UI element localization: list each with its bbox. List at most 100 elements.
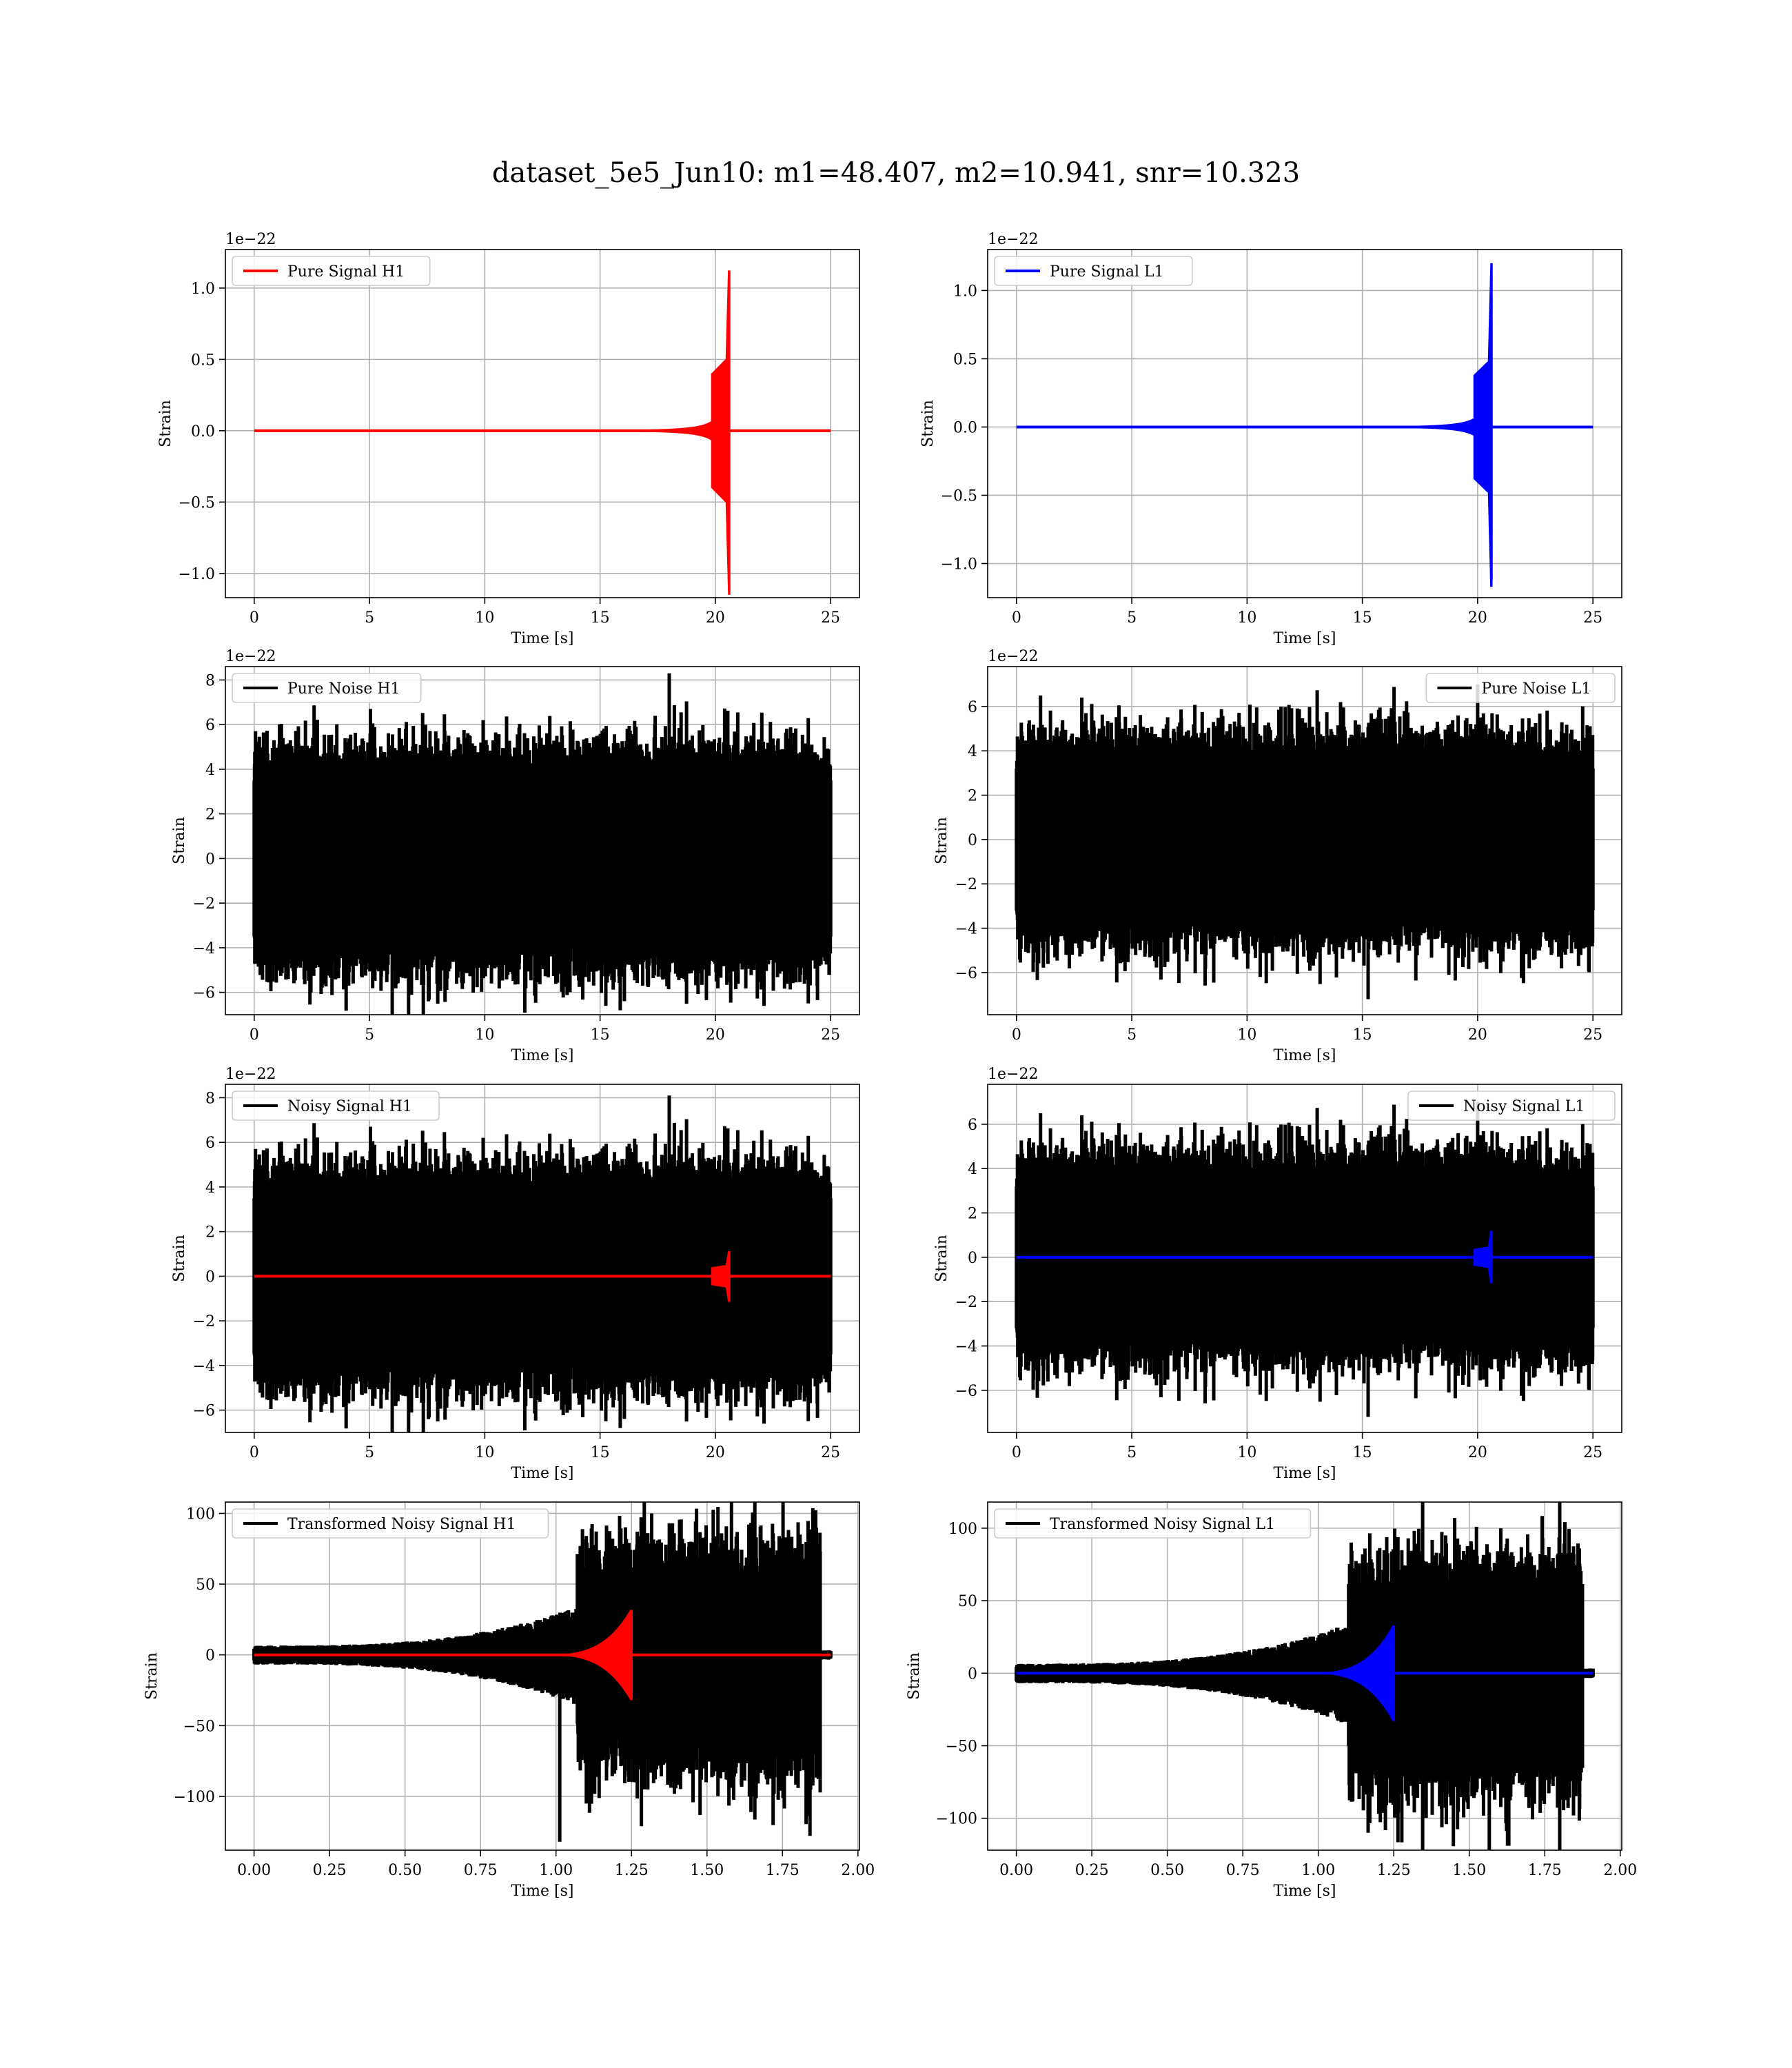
x-tick-label: 1.25: [615, 1862, 649, 1879]
y-ticks: −100 −50 0 50 100: [174, 1506, 225, 1806]
y-tick-label: 1.0: [191, 281, 215, 298]
legend-label: Noisy Signal H1: [287, 1098, 412, 1115]
x-tick-label: 5: [1127, 609, 1137, 627]
y-tick-label: 1.0: [953, 283, 977, 300]
y-tick-label: 0: [205, 1648, 215, 1665]
data-layer: [252, 1095, 833, 1432]
x-tick-label: 15: [591, 1026, 610, 1044]
y-tick-label: 0: [205, 851, 215, 868]
y-ticks: −6 −4 −2 0 2 4 6: [955, 1117, 988, 1400]
x-tick-label: 10: [475, 609, 494, 627]
y-tick-label: −50: [946, 1738, 977, 1756]
y-tick-label: 2: [205, 1224, 215, 1241]
subplot-2: 0 5 10 15 20 25 −1.0 −0.5 0.0 0.5 1.0 Time [s] Strai…: [919, 231, 1622, 647]
y-tick-label: 0.5: [953, 351, 977, 368]
subplot-6: 0 5 10 15 20 25 −6 −4 −2 0 2 4 6 Time [s] Strain 1e−22 N…: [933, 1066, 1622, 1482]
legend-label: Pure Noise L1: [1481, 680, 1591, 698]
x-axis-label: Time [s]: [511, 1047, 573, 1064]
y-tick-label: 4: [968, 743, 977, 760]
y-axis-label: Strain: [933, 817, 950, 864]
x-tick-label: 0: [250, 609, 259, 627]
y-tick-label: −4: [193, 1358, 215, 1375]
y-tick-label: 50: [196, 1577, 215, 1594]
x-tick-label: 15: [591, 1444, 610, 1461]
x-tick-label: 5: [1127, 1026, 1137, 1044]
y-tick-label: −100: [174, 1789, 215, 1806]
x-tick-label: 20: [706, 1444, 725, 1461]
y-tick-label: −100: [936, 1811, 977, 1828]
y-tick-label: −2: [193, 895, 215, 913]
legend-box: [232, 1508, 549, 1539]
y-ticks: −6 −4 −2 0 2 4 6 8: [193, 672, 225, 1002]
y-tick-label: 0.5: [191, 352, 215, 369]
legend: Pure Signal L1: [994, 256, 1193, 286]
signal-trace: [587, 270, 731, 595]
signal-trace: [1303, 1625, 1395, 1721]
offset-text: 1e−22: [225, 648, 276, 665]
legend-box: [994, 256, 1193, 286]
subplot-1: 0 5 10 15 20 25 −1.0 −0.5 0.0 0.5 1.0 Time [s] Strai…: [157, 231, 860, 647]
y-ticks: −6 −4 −2 0 2 4 6 8: [193, 1090, 225, 1420]
offset-text: 1e−22: [988, 648, 1038, 665]
y-tick-label: 2: [205, 807, 215, 824]
x-axis-label: Time [s]: [511, 1465, 573, 1482]
signal-trace: [1350, 1230, 1493, 1284]
x-tick-label: 10: [1237, 1026, 1256, 1044]
y-tick-label: −2: [955, 876, 977, 893]
legend: Noisy Signal L1: [1407, 1091, 1616, 1121]
x-axis-label: Time [s]: [511, 1883, 573, 1900]
x-tick-label: 2.00: [1603, 1862, 1637, 1879]
subplot-4: 0 5 10 15 20 25 −6 −4 −2 0 2 4 6 Time [s] Strain 1e−22 P…: [933, 648, 1622, 1064]
y-tick-label: 0: [968, 1250, 977, 1267]
y-axis-label: Strain: [906, 1652, 923, 1700]
x-axis-label: Time [s]: [1273, 630, 1336, 647]
y-tick-label: −1.0: [941, 556, 977, 573]
y-tick-label: −2: [955, 1294, 977, 1311]
x-tick-label: 25: [821, 1026, 840, 1044]
data-layer: [252, 673, 833, 1015]
legend: Transformed Noisy Signal L1: [994, 1508, 1312, 1539]
y-axis-label: Strain: [919, 400, 937, 447]
x-axis-label: Time [s]: [511, 630, 573, 647]
x-tick-label: 25: [1583, 609, 1602, 627]
x-tick-label: 0.00: [237, 1862, 271, 1879]
y-axis-label: Strain: [933, 1235, 950, 1282]
x-tick-label: 1.75: [1528, 1862, 1562, 1879]
y-tick-label: −50: [183, 1718, 215, 1735]
x-ticks: 0.00 0.25 0.50 0.75 1.00 1.25 1.50 1.75 2.00: [999, 1850, 1637, 1879]
legend: Transformed Noisy Signal H1: [232, 1508, 549, 1539]
subplot-5: 0 5 10 15 20 25 −6 −4 −2 0 2 4 6 8 Time [s] Strain 1e−22…: [171, 1066, 860, 1482]
x-tick-label: 0: [1012, 1444, 1021, 1461]
y-axis-label: Strain: [157, 400, 174, 447]
offset-text: 1e−22: [225, 231, 276, 248]
y-tick-label: 4: [968, 1161, 977, 1178]
y-tick-label: −6: [193, 985, 215, 1002]
noise-core: [254, 784, 831, 933]
x-tick-label: 15: [1353, 1026, 1372, 1044]
x-tick-label: 0: [1012, 609, 1021, 627]
x-tick-label: 15: [1353, 609, 1372, 627]
y-tick-label: 8: [205, 672, 215, 689]
x-tick-label: 20: [706, 1026, 725, 1044]
x-ticks: 0 5 10 15 20 25: [250, 1015, 840, 1044]
plot-area: [988, 250, 1622, 598]
x-tick-label: 0.00: [999, 1862, 1033, 1879]
legend-label: Pure Noise H1: [287, 680, 400, 698]
x-tick-label: 20: [1468, 1444, 1487, 1461]
y-tick-label: −4: [955, 921, 977, 938]
axes-frame: [225, 666, 860, 1015]
x-tick-label: 5: [1127, 1444, 1137, 1461]
axes-frame: [987, 666, 1622, 1015]
y-tick-label: 100: [186, 1506, 215, 1523]
legend-label: Transformed Noisy Signal L1: [1050, 1516, 1275, 1533]
x-tick-label: 20: [1468, 1026, 1487, 1044]
y-tick-label: −2: [193, 1313, 215, 1330]
x-tick-label: 5: [365, 1026, 374, 1044]
x-ticks: 0 5 10 15 20 25: [250, 1432, 840, 1461]
y-tick-label: −4: [193, 940, 215, 957]
x-tick-label: 0.50: [388, 1862, 422, 1879]
data-layer: [1015, 684, 1595, 1000]
y-tick-label: −6: [955, 965, 977, 982]
subplot-8: 0.00 0.25 0.50 0.75 1.00 1.25 1.50 1.75 2.00 −100…: [906, 1501, 1637, 1900]
